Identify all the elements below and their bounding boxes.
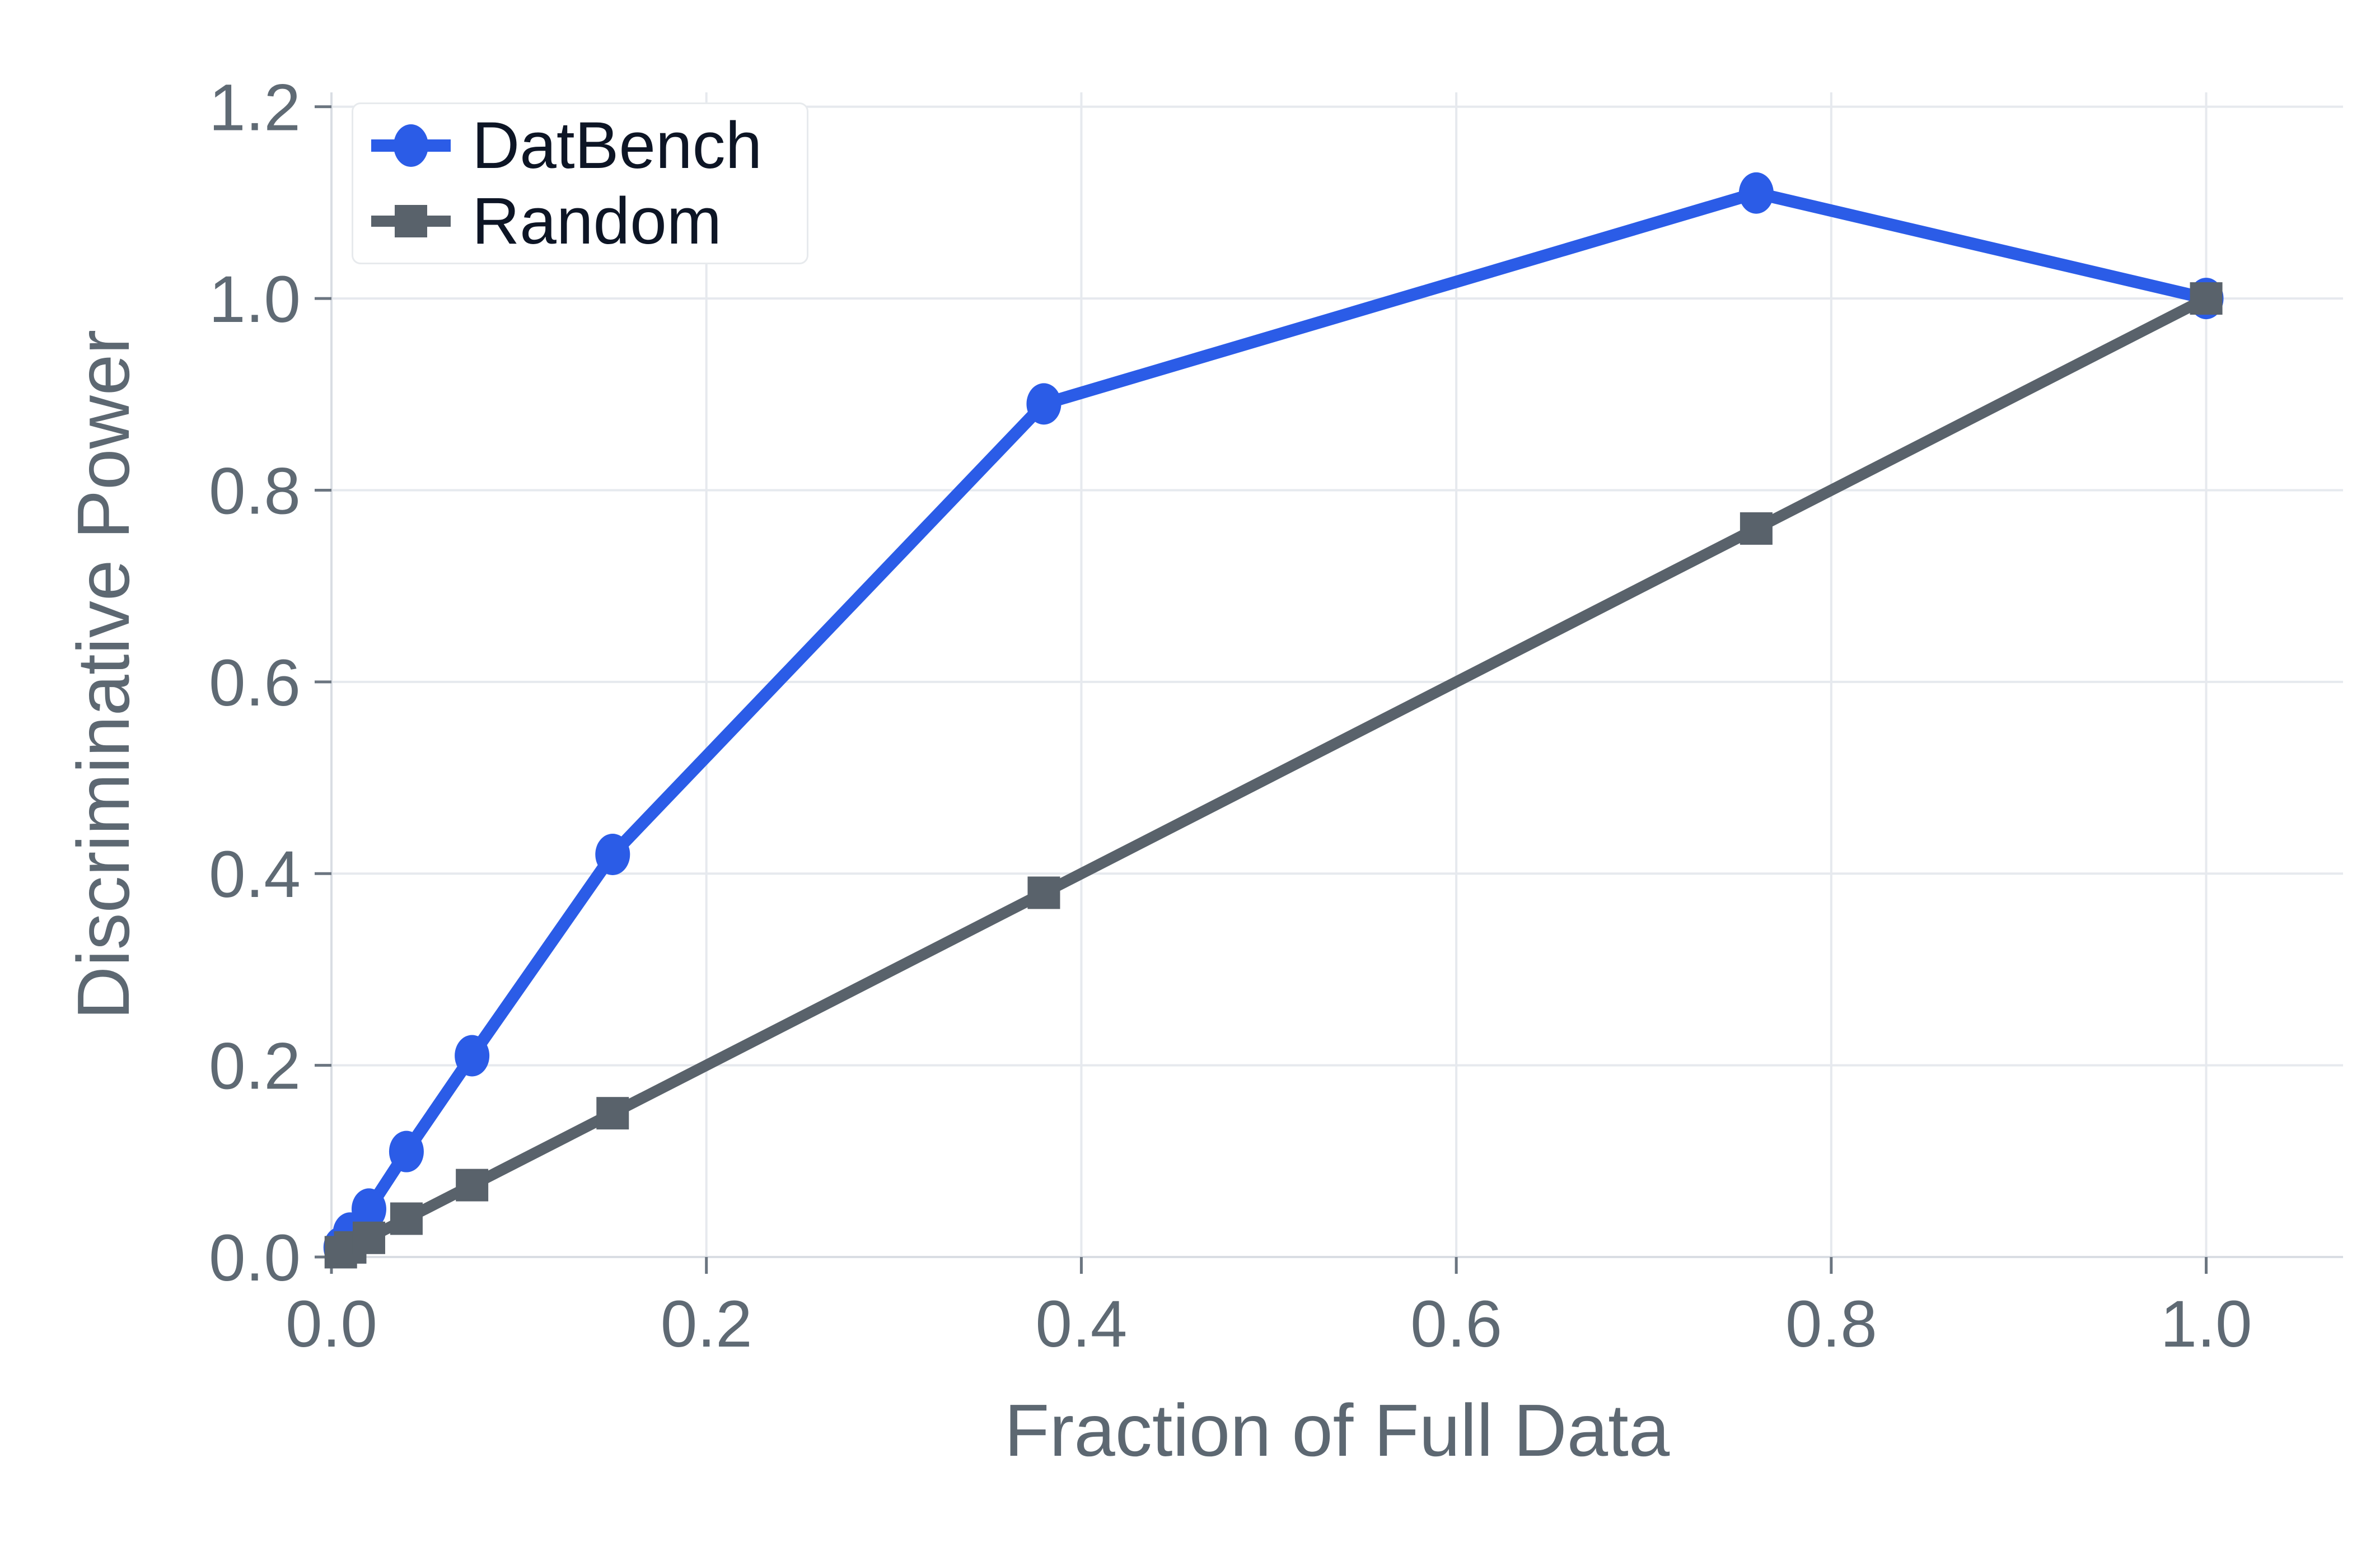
y-axis-title: Discriminative Power <box>62 330 144 1020</box>
datbench-line-marker-icon <box>371 124 451 167</box>
grid-layer <box>331 92 2343 1257</box>
y-tick-label: 0.2 <box>209 1030 301 1104</box>
y-tick-label: 1.0 <box>209 263 301 337</box>
x-tick-label: 0.8 <box>1785 1287 1877 1361</box>
y-tick-label: 0.4 <box>209 838 301 912</box>
series-layer <box>323 172 2224 1269</box>
y-tick-label: 0.8 <box>209 454 301 528</box>
legend-item-random: Random <box>369 186 791 258</box>
data-point-datbench <box>389 1130 424 1172</box>
x-tick-label: 0.4 <box>1035 1287 1127 1361</box>
data-point-random <box>1027 876 1060 909</box>
data-point-random <box>390 1202 423 1235</box>
y-tick-label: 1.2 <box>209 71 301 145</box>
data-point-datbench <box>351 1188 386 1230</box>
data-point-random <box>352 1221 385 1254</box>
legend: DatBench Random <box>352 102 808 264</box>
y-tick-label: 0.6 <box>209 646 301 720</box>
y-tick-label: 0.0 <box>209 1221 301 1295</box>
x-tick-label: 0.6 <box>1410 1287 1502 1361</box>
data-point-datbench <box>1738 172 1774 214</box>
x-tick-label: 0.0 <box>286 1287 377 1361</box>
data-point-datbench <box>595 833 630 875</box>
legend-label-random: Random <box>472 184 722 259</box>
data-point-random <box>456 1169 489 1202</box>
series-line-datbench <box>334 186 2213 1254</box>
x-tick-label: 0.2 <box>661 1287 752 1361</box>
data-point-random <box>2190 282 2223 315</box>
axis-spines <box>330 92 2343 1258</box>
legend-item-datbench: DatBench <box>369 110 791 181</box>
x-axis-title: Fraction of Full Data <box>1004 1389 1670 1471</box>
x-tick-label: 1.0 <box>2161 1287 2252 1361</box>
data-point-random <box>1740 512 1773 545</box>
random-line-marker-icon <box>371 205 451 238</box>
data-point-datbench <box>1026 383 1062 425</box>
data-point-datbench <box>455 1035 490 1077</box>
tick-labels: 0.0 0.2 0.4 0.6 0.8 1.0 0.0 0.2 0.4 0.6 0.8 1.0 1.2 <box>209 71 2252 1361</box>
legend-label-datbench: DatBench <box>472 108 763 183</box>
data-point-random <box>596 1097 629 1130</box>
